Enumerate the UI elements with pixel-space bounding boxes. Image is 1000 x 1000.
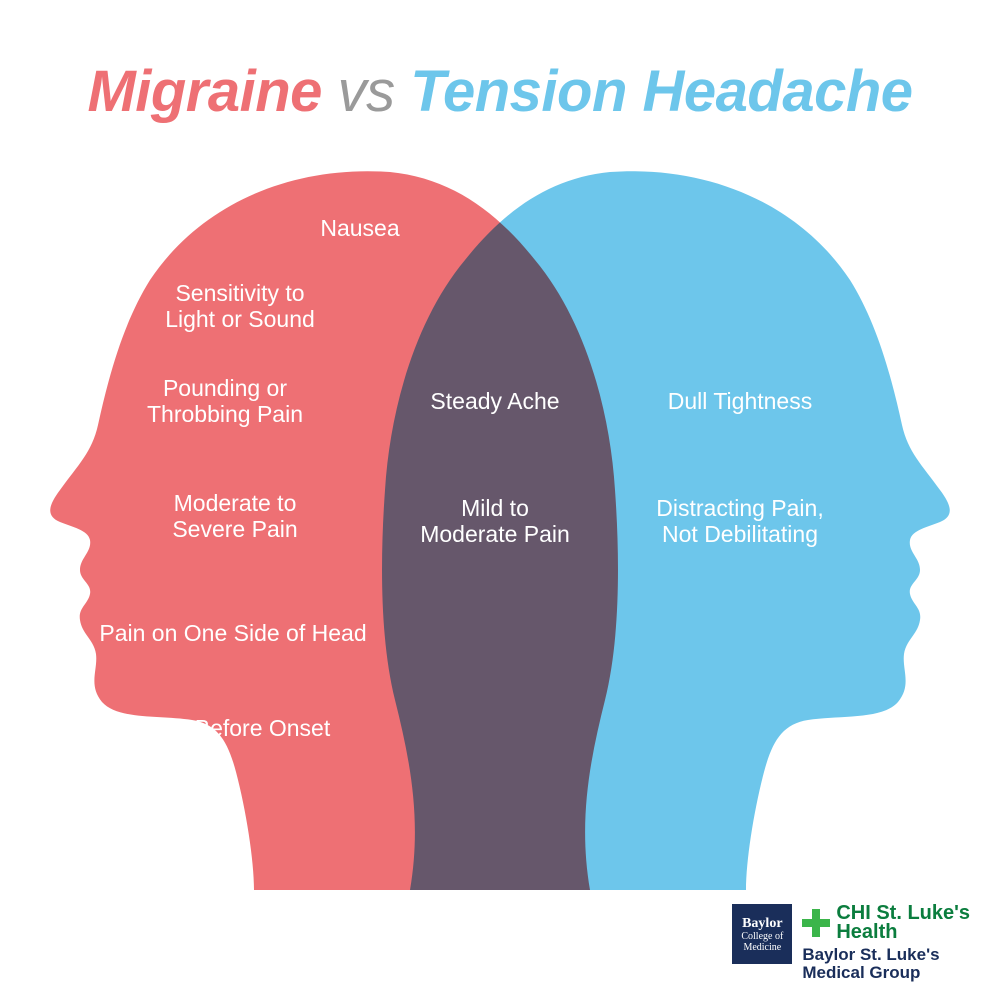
logo-block: Baylor College of Medicine CHI St. Luke'… [732,904,970,982]
overlap-symptom: Steady Ache [395,388,595,414]
tension-symptom: Distracting Pain, Not Debilitating [620,495,860,548]
sub-line2: Medical Group [802,964,970,982]
tension-symptom: Dull Tightness [630,388,850,414]
title-vs: vs [338,59,395,124]
chi-text: CHI St. Luke's Health [836,904,970,942]
baylor-line3: Medicine [743,942,781,953]
migraine-symptom: Pounding or Throbbing Pain [115,375,335,428]
cross-icon [802,909,830,937]
baylor-line1: Baylor [742,916,782,931]
title-left: Migraine [87,59,322,124]
sub-line1: Baylor St. Luke's [802,946,970,964]
overlap-symptom: Mild to Moderate Pain [395,495,595,548]
baylor-logo: Baylor College of Medicine [732,904,792,964]
chi-logo-block: CHI St. Luke's Health Baylor St. Luke's … [802,904,970,982]
migraine-symptom: Pain on One Side of Head [78,620,388,646]
migraine-symptom: Nausea [260,215,460,241]
venn-diagram: Nausea Sensitivity to Light or Sound Pou… [0,160,1000,890]
page-title: Migraine vs Tension Headache [0,58,1000,125]
migraine-symptom: Moderate to Severe Pain [125,490,345,543]
chi-line2: Health [836,923,970,942]
title-right: Tension Headache [410,59,912,124]
baylor-line2: College of [741,931,783,942]
migraine-symptom: Aura Before Onset [110,715,360,741]
chi-subtext: Baylor St. Luke's Medical Group [802,946,970,982]
migraine-symptom: Sensitivity to Light or Sound [130,280,350,333]
